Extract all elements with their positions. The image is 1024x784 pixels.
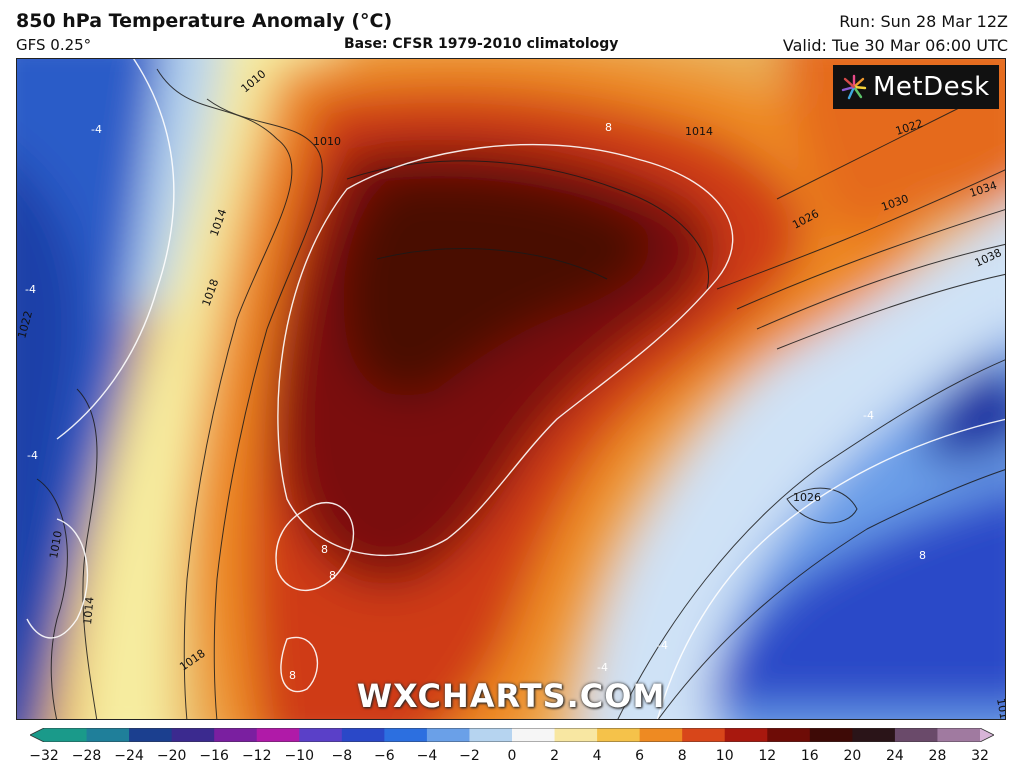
isobar-label-group: 1010 1010 1014 1018 1022 1026 1030 1034 … [17,67,1006,720]
anomaly-label: -4 [25,283,36,296]
anomaly-label: -4 [657,639,668,652]
colorbar-tick-label: 10 [715,748,734,764]
colorbar-tick-label: 32 [971,748,989,764]
anomaly-label: 8 [329,569,336,582]
colorbar-segment [44,728,88,742]
model-label: GFS 0.25° [16,36,92,54]
colorbar-segment [937,728,981,742]
colorbar-tick-label: −6 [374,748,395,764]
colorbar-tick-label: 12 [758,748,777,764]
colorbar-tick-label: 2 [550,748,559,764]
colorbar-segment [639,728,683,742]
colorbar-segment [129,728,173,742]
metdesk-logo-icon [841,74,867,100]
colorbar-segment [469,728,513,742]
colorbar-segment [341,728,385,742]
anomaly-label: 8 [289,669,296,682]
colorbar-tick-label: −16 [199,748,229,764]
isobar-label: 1026 [793,491,821,504]
colorbar-segment [554,728,598,742]
anomaly-map-canvas: 1010 1010 1014 1018 1022 1026 1030 1034 … [17,59,1006,720]
colorbar-tick-label: 28 [928,748,947,764]
metdesk-logo-text: MetDesk [873,72,990,102]
valid-time-label: Valid: Tue 30 Mar 06:00 UTC [782,36,1008,55]
colorbar-segment [384,728,428,742]
colorbar-tick-label: −32 [29,748,59,764]
colorbar-segment [171,728,215,742]
colorbar-tick-label: −28 [71,748,102,764]
colorbar-tick-label: −24 [114,748,144,764]
anomaly-label: -4 [27,449,38,462]
colorbar-tick-label: 4 [592,748,602,764]
colorbar-segment [86,728,130,742]
colorbar-tick-label: −20 [156,748,187,764]
colorbar [30,728,994,742]
colorbar-segment [214,728,258,742]
colorbar-segment [256,728,300,742]
colorbar-segment [512,728,556,742]
isobar-label: 1018 [994,697,1006,720]
colorbar-tick-label: −12 [241,748,272,764]
isobar-label: 1014 [685,125,713,138]
anomaly-label: -4 [863,409,874,422]
isobar-label: 1010 [47,530,65,560]
colorbar-segment [426,728,471,742]
colorbar-tick-label: 6 [635,748,645,764]
colorbar-segment [682,728,726,742]
colorbar-arrow-left [30,728,44,742]
colorbar-tick-label: 0 [507,748,517,764]
anomaly-label: -4 [91,123,102,136]
colorbar-segment [894,728,939,742]
anomaly-label: 8 [919,549,926,562]
colorbar-tick-label: −10 [284,748,315,764]
isobar-label: 1010 [313,135,341,148]
isobar-lines [36,68,1005,719]
anomaly-label: 8 [321,543,328,556]
temperature-anomaly-field [17,59,1005,719]
anomaly-label-group: -4 -4 -4 -4 8 8 8 8 -4 -4 8 [25,121,926,682]
colorbar-segment [299,728,343,742]
colorbar-segment [852,728,896,742]
colorbar-segment [597,728,641,742]
anomaly-label: -4 [597,661,608,674]
colorbar-segment [809,728,853,742]
colorbar-arrow-right [980,728,994,742]
colorbar-segment [724,728,768,742]
colorbar-tick-label: −4 [416,748,438,764]
anomaly-label: 8 [605,121,612,134]
colorbar-segment [767,728,811,742]
chart-title: 850 hPa Temperature Anomaly (°C) [16,10,393,32]
colorbar-tick-label: −2 [459,748,480,764]
chart-header: 850 hPa Temperature Anomaly (°C) GFS 0.2… [0,0,1024,58]
run-time-label: Run: Sun 28 Mar 12Z [839,12,1008,31]
colorbar-tick-label: 16 [800,748,819,764]
colorbar-tick-label: 20 [843,748,862,764]
metdesk-logo: MetDesk [833,65,999,109]
colorbar-tick-label: 8 [677,748,687,764]
colorbar-tick-label: 24 [885,748,904,764]
anomaly-contours [26,59,1005,719]
weather-map: 1010 1010 1014 1018 1022 1026 1030 1034 … [16,58,1006,720]
wxcharts-watermark: WXCHARTS.COM [356,677,666,715]
colorbar-tick-label: −8 [331,748,353,764]
colorbar-ticks: −32 −28 −24 −20 −16 −12 −10 −8 −6 −4 −2 0 2 4 6 8 10 12 16… [29,748,994,770]
base-climatology-label: Base: CFSR 1979-2010 climatology [344,36,619,52]
isobar-label: 1014 [81,596,96,625]
